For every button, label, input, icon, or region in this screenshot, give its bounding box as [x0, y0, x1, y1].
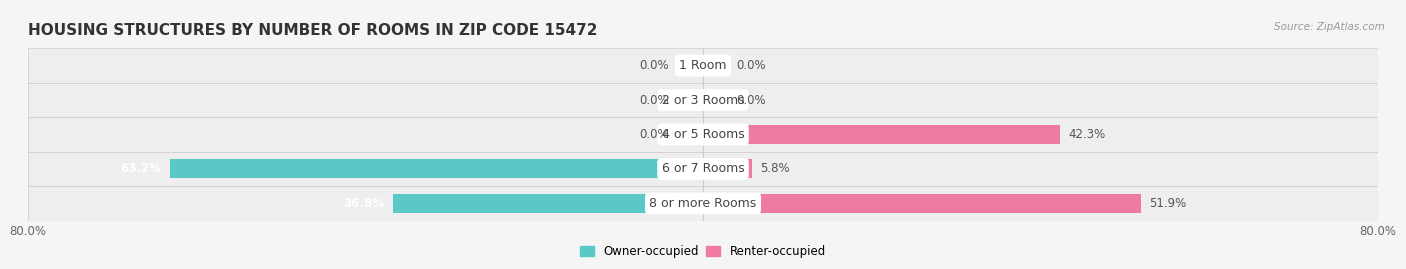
Bar — [686, 125, 703, 144]
Bar — [28, 152, 1378, 186]
Bar — [686, 91, 703, 109]
Text: 2 or 3 Rooms: 2 or 3 Rooms — [662, 94, 744, 107]
Text: 4 or 5 Rooms: 4 or 5 Rooms — [662, 128, 744, 141]
Text: HOUSING STRUCTURES BY NUMBER OF ROOMS IN ZIP CODE 15472: HOUSING STRUCTURES BY NUMBER OF ROOMS IN… — [28, 23, 598, 38]
Bar — [686, 56, 703, 75]
Bar — [703, 125, 1060, 144]
Text: 0.0%: 0.0% — [640, 94, 669, 107]
Text: 51.9%: 51.9% — [1149, 197, 1187, 210]
Bar — [703, 194, 1140, 213]
Bar — [703, 91, 720, 109]
Bar — [703, 56, 720, 75]
Text: 0.0%: 0.0% — [640, 59, 669, 72]
Text: 6 or 7 Rooms: 6 or 7 Rooms — [662, 162, 744, 175]
Text: 36.8%: 36.8% — [343, 197, 384, 210]
Text: 5.8%: 5.8% — [761, 162, 790, 175]
Bar — [28, 48, 1378, 83]
Text: 42.3%: 42.3% — [1069, 128, 1105, 141]
Bar — [392, 194, 703, 213]
Bar — [170, 160, 703, 178]
Bar — [703, 160, 752, 178]
Bar — [28, 83, 1378, 117]
Text: 1 Room: 1 Room — [679, 59, 727, 72]
Text: 8 or more Rooms: 8 or more Rooms — [650, 197, 756, 210]
Legend: Owner-occupied, Renter-occupied: Owner-occupied, Renter-occupied — [575, 240, 831, 263]
Text: Source: ZipAtlas.com: Source: ZipAtlas.com — [1274, 22, 1385, 31]
Text: 0.0%: 0.0% — [640, 128, 669, 141]
Text: 63.2%: 63.2% — [121, 162, 162, 175]
Text: 0.0%: 0.0% — [737, 59, 766, 72]
Bar — [28, 117, 1378, 152]
Text: 0.0%: 0.0% — [737, 94, 766, 107]
Bar — [28, 186, 1378, 221]
